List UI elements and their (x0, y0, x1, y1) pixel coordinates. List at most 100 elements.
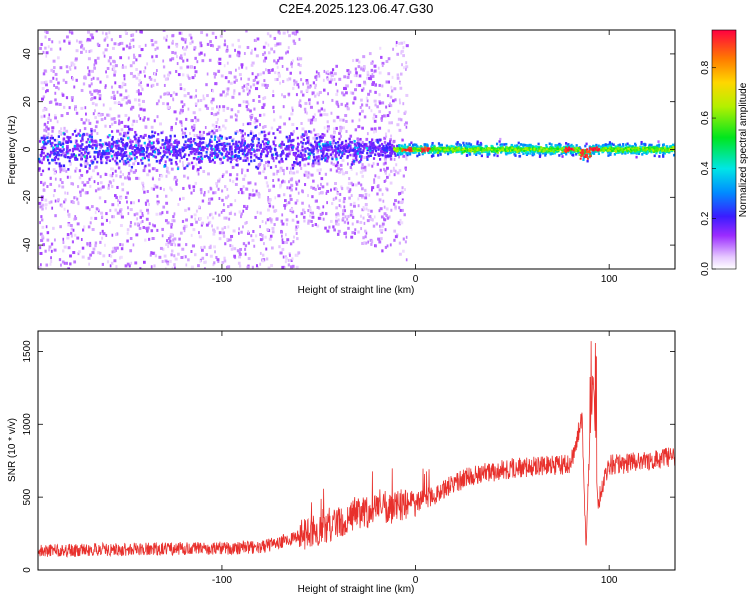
heatmap-cell (603, 143, 606, 147)
heatmap-cell (274, 152, 278, 156)
heatmap-cell (99, 139, 102, 142)
heatmap-cell (326, 125, 330, 129)
heatmap-cell (329, 219, 333, 223)
heatmap-cell (174, 139, 177, 143)
heatmap-cell (591, 151, 594, 155)
heatmap-cell (251, 72, 254, 76)
heatmap-cell (94, 125, 98, 129)
heatmap-cell (620, 145, 623, 149)
heatmap-cell (153, 72, 156, 76)
heatmap-cell (322, 151, 325, 155)
heatmap-cell (41, 234, 44, 238)
heatmap-cell (455, 142, 458, 146)
heatmap-cell (52, 194, 55, 198)
heatmap-cell (399, 81, 401, 85)
heatmap-cell (147, 211, 150, 215)
heatmap-cell (161, 156, 164, 160)
heatmap-cell (190, 265, 194, 269)
heatmap-cell (126, 191, 129, 195)
heatmap-cell (97, 113, 101, 117)
heatmap-cell (288, 145, 291, 148)
heatmap-cell (146, 208, 149, 212)
heatmap-cell (622, 143, 625, 146)
heatmap-cell (160, 174, 164, 178)
heatmap-cell (184, 140, 187, 143)
heatmap-cell (154, 155, 157, 159)
heatmap-cell (181, 146, 184, 150)
heatmap-cell (38, 201, 41, 205)
heatmap-cell (213, 156, 217, 159)
heatmap-cell (167, 245, 170, 249)
heatmap-cell (110, 174, 114, 178)
heatmap-cell (341, 149, 345, 153)
heatmap-cell (198, 157, 201, 161)
heatmap-cell (335, 151, 338, 155)
heatmap-cell (327, 72, 330, 76)
heatmap-cell (277, 169, 281, 173)
heatmap-cell (111, 90, 115, 94)
heatmap-cell (58, 141, 61, 144)
heatmap-cell (43, 141, 47, 145)
heatmap-cell (304, 170, 308, 174)
heatmap-cell (223, 30, 226, 32)
heatmap-cell (212, 131, 216, 135)
heatmap-cell (324, 159, 327, 162)
heatmap-cell (276, 65, 279, 69)
heatmap-cell (235, 78, 238, 82)
heatmap-cell (363, 80, 367, 84)
heatmap-cell (78, 40, 82, 44)
heatmap-cell (108, 31, 111, 35)
heatmap-cell (181, 56, 183, 60)
heatmap-cell (384, 178, 387, 182)
heatmap-cell (171, 34, 175, 38)
heatmap-cell (158, 255, 162, 259)
heatmap-cell (186, 176, 190, 180)
heatmap-cell (127, 118, 130, 122)
heatmap-cell (74, 66, 77, 70)
heatmap-cell (190, 147, 193, 151)
heatmap-cell (366, 132, 369, 136)
heatmap-cell (274, 78, 278, 82)
heatmap-cell (66, 111, 69, 115)
heatmap-cell (292, 138, 295, 142)
heatmap-cell (46, 155, 49, 159)
heatmap-cell (240, 230, 243, 234)
heatmap-cell (107, 135, 110, 139)
heatmap-cell (359, 150, 362, 154)
heatmap-cell (70, 30, 73, 33)
heatmap-cell (53, 248, 57, 252)
heatmap-cell (115, 174, 118, 178)
heatmap-cell (366, 145, 369, 149)
heatmap-cell (40, 238, 44, 242)
heatmap-cell (210, 197, 214, 201)
heatmap-cell (254, 47, 257, 51)
heatmap-cell (104, 200, 107, 204)
heatmap-cell (246, 144, 249, 148)
heatmap-cell (242, 177, 246, 181)
heatmap-cell (130, 165, 134, 169)
heatmap-cell (130, 38, 133, 42)
heatmap-cell (126, 262, 130, 266)
heatmap-cell (325, 152, 329, 156)
heatmap-cell (528, 149, 532, 152)
heatmap-cell (210, 144, 213, 148)
heatmap-cell (120, 128, 124, 132)
heatmap-cell (40, 173, 43, 177)
heatmap-cell (224, 39, 226, 43)
heatmap-cell (373, 99, 377, 103)
heatmap-cell (47, 132, 50, 136)
heatmap-cell (45, 51, 49, 55)
heatmap-cell (377, 152, 380, 156)
heatmap-cell (134, 151, 138, 155)
heatmap-cell (109, 151, 112, 155)
heatmap-cell (175, 145, 178, 149)
heatmap-cell (90, 205, 94, 209)
heatmap-cell (383, 140, 387, 144)
heatmap-cell (389, 148, 392, 152)
heatmap-cell (113, 70, 117, 74)
heatmap-cell (195, 94, 197, 98)
heatmap-cell (385, 147, 389, 150)
heatmap-cell (134, 222, 137, 226)
heatmap-cell (40, 146, 43, 150)
heatmap-cell (228, 217, 231, 221)
